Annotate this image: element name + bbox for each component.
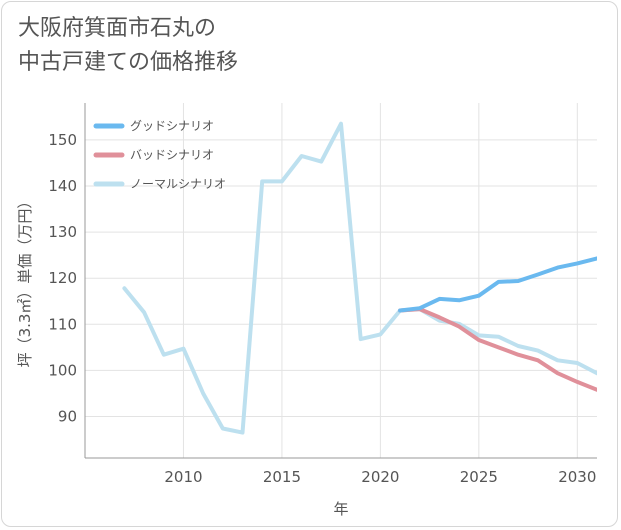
tick-layer: 90 100 110 120 130 140 150 2010 2015 2020 2025 2030… xyxy=(16,131,596,518)
x-tick-label-2015: 2015 xyxy=(263,468,301,486)
y-tick-label-90: 90 xyxy=(58,408,77,426)
legend-label-1: バッドシナリオ xyxy=(130,148,214,162)
x-tick-label-2020: 2020 xyxy=(361,468,399,486)
y-tick-label-100: 100 xyxy=(48,361,77,379)
series-line-1 xyxy=(398,307,597,392)
series-line-2 xyxy=(122,121,597,435)
title-line-2: 中古戸建ての価格推移 xyxy=(18,50,239,75)
x-tick-label-2030: 2030 xyxy=(558,468,596,486)
y-tick-label-110: 110 xyxy=(48,315,77,333)
x-tick-label-2010: 2010 xyxy=(164,468,202,486)
legend-label-2: ノーマルシナリオ xyxy=(130,177,226,191)
axis-layer xyxy=(84,103,597,459)
y-tick-label-150: 150 xyxy=(48,131,77,149)
y-tick-label-120: 120 xyxy=(48,269,77,287)
chart-title: 大阪府箕面市石丸の 中古戸建ての価格推移 xyxy=(18,12,238,80)
series-layer xyxy=(122,121,597,435)
y-tick-label-140: 140 xyxy=(48,177,77,195)
legend-label-0: グッドシナリオ xyxy=(130,119,214,133)
y-tick-label-130: 130 xyxy=(48,223,77,241)
grid-layer xyxy=(85,103,597,458)
y-axis-label: 坪（3.3㎡）単価（万円） xyxy=(16,194,34,368)
title-line-1: 大阪府箕面市石丸の xyxy=(18,16,217,41)
series-line-0 xyxy=(398,256,597,313)
x-axis-label: 年 xyxy=(333,500,348,518)
x-tick-label-2025: 2025 xyxy=(460,468,498,486)
